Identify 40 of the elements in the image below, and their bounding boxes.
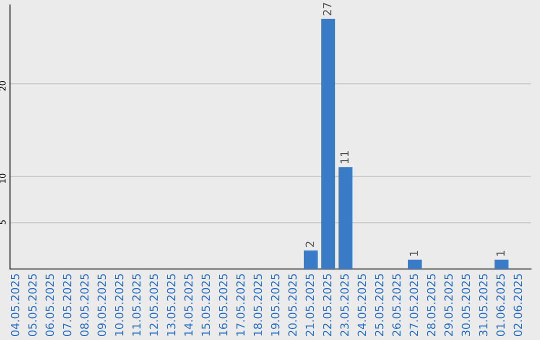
x-tick-label: 21.05.2025 [306, 274, 314, 336]
x-tick-label: 15.05.2025 [202, 274, 210, 336]
x-tick-label: 05.05.2025 [28, 274, 37, 336]
x-tick-label: 22.05.2025 [322, 274, 332, 336]
bar [408, 260, 422, 269]
data-label: 1 [410, 250, 418, 256]
x-tick-label: 31.05.2025 [479, 274, 488, 336]
x-tick-label: 02.06.2025 [514, 274, 522, 336]
x-tick-label: 09.05.2025 [98, 274, 106, 336]
x-tick-label: 16.05.2025 [218, 274, 228, 336]
data-label: 1 [496, 250, 505, 256]
x-tick-label: 17.05.2025 [236, 274, 245, 336]
x-tick-label: 14.05.2025 [184, 274, 193, 336]
x-tick-label: 11.05.2025 [132, 274, 141, 336]
x-tick-label: 10.05.2025 [114, 274, 124, 336]
x-tick-label: 20.05.2025 [288, 274, 297, 336]
x-tick-label: 27.05.2025 [410, 274, 418, 336]
x-tick-label: 13.05.2025 [166, 274, 176, 336]
data-label: 27 [322, 2, 332, 16]
x-tick-label: 06.05.2025 [46, 274, 54, 336]
x-tick-label: 07.05.2025 [62, 274, 72, 336]
data-label: 2 [306, 242, 314, 247]
x-tick-label: 29.05.2025 [444, 274, 453, 336]
bar [321, 18, 336, 269]
x-tick-label: 23.05.2025 [340, 274, 349, 336]
bar [494, 260, 508, 269]
x-tick-label: 28.05.2025 [426, 274, 436, 336]
x-tick-label: 19.05.2025 [270, 274, 280, 336]
x-tick-label: 25.05.2025 [374, 274, 384, 336]
data-label: 11 [340, 151, 349, 164]
bar [338, 167, 352, 269]
bar [304, 250, 318, 269]
x-tick-label: 18.05.2025 [254, 274, 262, 336]
x-tick-label: 26.05.2025 [392, 274, 401, 336]
x-tick-label: 01.06.2025 [496, 274, 505, 336]
x-tick-label: 04.05.2025 [10, 274, 20, 336]
x-tick-label: 24.05.2025 [358, 274, 366, 336]
x-tick-label: 30.05.2025 [462, 274, 470, 336]
x-tick-label: 08.05.2025 [80, 274, 89, 336]
x-tick-label: 12.05.2025 [150, 274, 158, 336]
